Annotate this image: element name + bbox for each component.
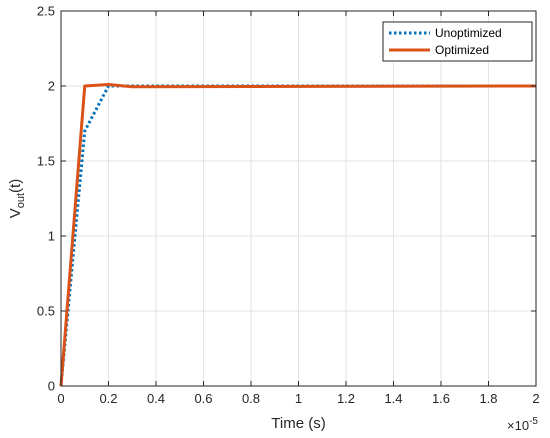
- y-tick-label-5: 2.5: [37, 4, 55, 19]
- y-tick-label-4: 2: [48, 79, 55, 94]
- axis-labels: Time (s) Vout(t) ×10-5: [7, 179, 538, 433]
- legend-label-unoptimized: Unoptimized: [435, 26, 502, 40]
- y-tick-label-1: 0.5: [37, 304, 55, 319]
- x-tick-label-3: 0.6: [194, 391, 212, 406]
- x-axis-exponent-power: -5: [529, 416, 538, 427]
- series-line-optimized: [59, 83, 537, 387]
- x-tick-label-7: 1.4: [384, 391, 402, 406]
- y-tick-label-2: 1: [48, 229, 55, 244]
- y-axis-label-base: V: [7, 208, 24, 218]
- axis-ticks: 0 0.2 0.4 0.6 0.8 1 1.2 1.4 1.6 1.8 2 0 0.5 1 1.5 2 2.5: [37, 4, 540, 407]
- legend: Unoptimized Optimized: [382, 21, 533, 62]
- x-tick-label-9: 1.8: [479, 391, 497, 406]
- y-axis-label-subscript: out: [15, 193, 27, 208]
- legend-label-optimized: Optimized: [435, 43, 489, 57]
- grid-lines: [60, 10, 537, 387]
- x-tick-label-6: 1.2: [337, 391, 355, 406]
- y-axis-label-suffix: (t): [7, 179, 24, 193]
- x-tick-label-1: 0.2: [99, 391, 117, 406]
- series-group: [59, 83, 537, 387]
- x-tick-label-2: 0.4: [147, 391, 165, 406]
- x-tick-label-0: 0: [57, 391, 64, 406]
- x-tick-label-10: 2: [532, 391, 539, 406]
- y-tick-label-0: 0: [48, 379, 55, 394]
- x-axis-exponent: ×10-5: [507, 416, 538, 433]
- x-axis-exponent-base: ×10: [507, 418, 529, 433]
- y-axis-label: Vout(t): [7, 179, 27, 218]
- x-tick-label-4: 0.8: [242, 391, 260, 406]
- x-axis-label: Time (s): [271, 415, 325, 432]
- x-tick-label-8: 1.6: [432, 391, 450, 406]
- legend-box: [382, 21, 533, 62]
- x-tick-label-5: 1: [295, 391, 302, 406]
- y-tick-label-3: 1.5: [37, 154, 55, 169]
